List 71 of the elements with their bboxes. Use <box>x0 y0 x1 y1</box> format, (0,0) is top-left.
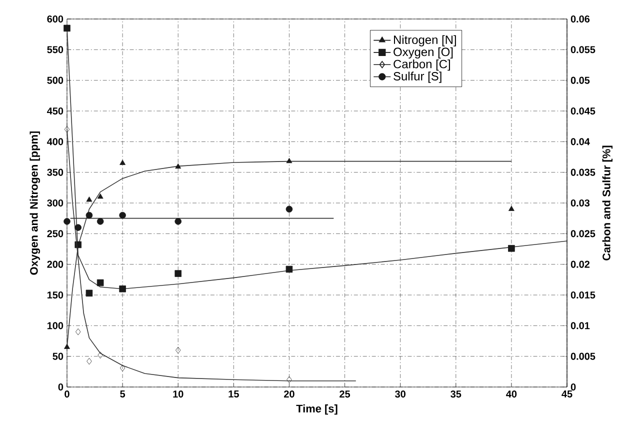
y-tick-label: 550 <box>47 46 64 54</box>
y2-tick-label: 0.01 <box>570 322 590 330</box>
point <box>175 163 182 169</box>
point <box>74 224 82 231</box>
point <box>119 212 126 219</box>
y-axis-title: Oxygen and Nitrogen [ppm] <box>30 131 40 275</box>
point <box>86 196 92 202</box>
point <box>86 212 93 219</box>
point <box>174 270 182 277</box>
y2-tick-label: 0.045 <box>570 107 596 115</box>
y-tick-label: 300 <box>47 199 64 207</box>
point <box>76 328 81 336</box>
point <box>174 218 182 225</box>
x-tick-label: 40 <box>506 390 517 398</box>
point <box>119 285 126 292</box>
x-tick-label: 10 <box>173 390 184 398</box>
x-tick-label: 5 <box>120 390 126 398</box>
point <box>286 158 292 164</box>
point <box>96 218 104 225</box>
point <box>286 266 293 273</box>
point <box>286 376 292 384</box>
legend-label: Sulfur [S] <box>394 72 442 83</box>
y-tick-label: 50 <box>52 352 64 360</box>
point <box>508 206 514 211</box>
legend-label: Carbon [C] <box>394 60 450 71</box>
y2-tick-label: 0.04 <box>570 138 590 146</box>
point <box>97 193 104 199</box>
x-tick-label: 20 <box>284 390 294 398</box>
x-tick-label: 45 <box>562 390 572 398</box>
point <box>286 206 293 213</box>
point <box>64 218 70 225</box>
x-tick-label: 15 <box>228 390 239 398</box>
point <box>86 358 92 365</box>
x-tick-label: 35 <box>450 390 462 398</box>
y2-tick-label: 0.005 <box>570 352 596 360</box>
point <box>98 352 103 358</box>
y2-tick-label: 0.05 <box>570 76 590 84</box>
y2-tick-label: 0.03 <box>570 199 590 207</box>
y-tick-label: 350 <box>47 168 64 176</box>
x-axis-title: Time [s] <box>296 404 338 415</box>
point <box>120 160 126 165</box>
point <box>508 245 515 252</box>
y2-tick-label: 0.055 <box>570 46 596 54</box>
point <box>64 344 70 349</box>
y-tick-label: 250 <box>47 230 64 238</box>
y2-tick-label: 0.025 <box>570 230 596 238</box>
point <box>86 290 93 297</box>
x-tick-label: 25 <box>340 390 350 398</box>
y-tick-label: 400 <box>47 138 64 146</box>
legend-label: Oxygen [O] <box>394 47 453 59</box>
point <box>64 126 70 133</box>
point <box>96 279 104 286</box>
legend-label: Nitrogen [N] <box>394 35 456 46</box>
y2-axis-title: Carbon and Sulfur [%] <box>602 146 612 260</box>
y2-tick-label: 0.06 <box>570 15 590 23</box>
y2-tick-label: 0.02 <box>570 260 590 268</box>
y-tick-label: 600 <box>47 15 64 23</box>
point <box>176 346 181 354</box>
y2-tick-label: 0 <box>570 383 576 391</box>
y-tick-label: 450 <box>47 107 64 115</box>
point <box>64 24 70 32</box>
y-tick-label: 150 <box>47 291 64 299</box>
point <box>120 364 126 372</box>
y-tick-label: 100 <box>47 322 64 330</box>
x-tick-label: 30 <box>395 390 406 398</box>
y-tick-label: 0 <box>58 383 64 391</box>
y2-tick-label: 0.015 <box>570 291 596 299</box>
y-tick-label: 200 <box>47 260 64 268</box>
y-tick-label: 500 <box>47 76 64 84</box>
x-tick-label: 0 <box>64 390 70 398</box>
y2-tick-label: 0.035 <box>570 168 596 176</box>
